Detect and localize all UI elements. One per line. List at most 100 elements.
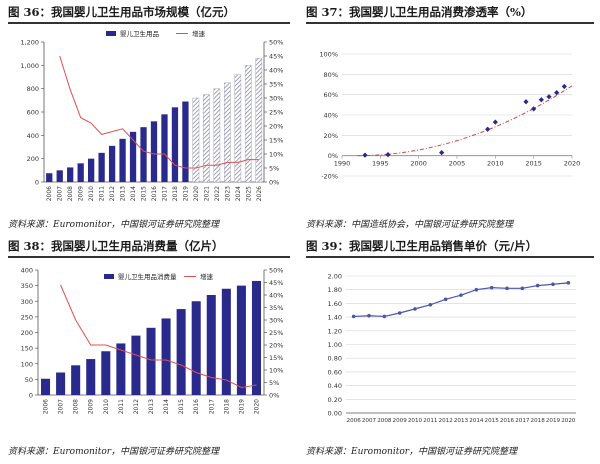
bar — [88, 158, 95, 182]
y-left-tick-label: 800 — [27, 85, 39, 93]
y-tick-label: 1.00 — [328, 341, 342, 349]
figure-36-source: 资料来源：Euromonitor，中国银河证券研究院整理 — [8, 220, 220, 230]
data-point — [538, 97, 544, 103]
figure-36-title: 图 36：我国婴儿卫生用品市场规模（亿元） — [8, 5, 236, 19]
data-point — [546, 94, 552, 100]
x-tick-label: 2007 — [362, 418, 377, 424]
x-tick-label: 2018 — [531, 418, 546, 424]
price-point — [505, 286, 509, 291]
data-point — [561, 83, 567, 90]
y-left-tick-label: 150 — [21, 345, 33, 353]
bar — [206, 295, 216, 395]
data-point — [523, 99, 529, 105]
legend-label-growth: 增速 — [200, 272, 214, 281]
x-tick-label: 2010 — [408, 418, 423, 424]
y-left-tick-label: 1,000 — [20, 62, 39, 70]
y-tick-label: 100% — [319, 51, 338, 59]
y-right-tick-label: 40% — [269, 67, 283, 75]
x-tick-label: 2010 — [103, 399, 110, 414]
market-size-chart: 0 200 400 600 800 1,000 1,200 0% 5% 10% 15% 20% 25% 3… — [20, 29, 283, 201]
y-right-tick-label: 5% — [269, 165, 279, 173]
y-right-tick-label: 15% — [269, 137, 283, 145]
x-tick-label: 1995 — [372, 160, 389, 168]
y-left-tick-label: 250 — [21, 313, 33, 321]
x-tick-label: 2015 — [178, 399, 185, 414]
y-right-tick-label: 50% — [269, 39, 283, 47]
price-line — [353, 282, 569, 318]
price-point — [535, 283, 540, 288]
data-point — [485, 126, 491, 132]
bar — [86, 359, 96, 395]
x-tick-label: 2010 — [487, 160, 504, 168]
figure-38-title-rule — [8, 256, 290, 258]
y-right-tick-label: 10% — [269, 151, 283, 159]
y-right-tick-label: 5% — [269, 379, 279, 387]
x-tick-label: 2007 — [57, 186, 64, 201]
penetration-rate-chart: -20% 0% 20% 40% 60% 80% 100% 1990 1995 2000 2005 20… — [319, 51, 581, 181]
x-tick-label: 2009 — [78, 186, 85, 201]
x-tick-label: 2011 — [99, 186, 106, 201]
x-tick-label: 2019 — [238, 399, 245, 414]
y-left-tick-label: 300 — [21, 298, 33, 306]
x-tick-label: 2018 — [223, 399, 230, 414]
y-right-tick-label: 45% — [269, 53, 283, 61]
bar — [191, 301, 201, 395]
bar — [150, 121, 158, 182]
legend-label-growth: 增速 — [192, 29, 206, 38]
bar — [56, 372, 66, 395]
x-tick-label: 2017 — [208, 399, 215, 414]
y-tick-label: 40% — [324, 112, 338, 120]
bar — [236, 285, 246, 395]
x-tick-label: 2008 — [377, 418, 392, 424]
bar — [101, 351, 111, 395]
x-tick-label: 2005 — [449, 160, 466, 168]
x-tick-label: 2016 — [151, 186, 158, 201]
y-right-tick-label: 30% — [269, 95, 283, 103]
x-tick-label: 2007 — [58, 399, 65, 414]
figure-36-title-rule — [8, 22, 290, 24]
x-tick-label: 2013 — [148, 399, 155, 414]
y-tick-label: 2.00 — [328, 273, 342, 281]
x-tick-label: 2006 — [46, 186, 53, 201]
y-right-tick-label: 25% — [269, 109, 283, 117]
y-tick-label: 1.20 — [328, 327, 342, 335]
forecast-bar — [244, 65, 252, 183]
x-tick-label: 2020 — [564, 160, 581, 168]
price-point — [566, 281, 571, 285]
forecast-bar — [255, 58, 263, 183]
x-tick-label: 2009 — [88, 399, 95, 414]
price-point — [397, 311, 402, 315]
x-tick-label: 2014 — [130, 186, 137, 201]
y-right-tick-label: 25% — [269, 329, 283, 337]
x-tick-label: 2021 — [203, 186, 210, 201]
y-tick-label: 0.60 — [328, 368, 342, 376]
figure-38-source: 资料来源：Euromonitor，中国银河证券研究院整理 — [8, 447, 220, 457]
x-tick-label: 2011 — [118, 399, 125, 414]
y-tick-label: 1.40 — [328, 314, 342, 322]
bar — [46, 173, 53, 182]
x-tick-label: 2006 — [347, 418, 362, 424]
bar — [129, 131, 137, 182]
x-tick-label: 2018 — [172, 186, 179, 201]
forecast-bar — [203, 94, 210, 183]
x-tick-label: 2019 — [182, 186, 189, 201]
forecast-bar — [234, 74, 242, 183]
y-left-tick-label: 0 — [35, 179, 39, 187]
figure-38-title: 图 38：我国婴儿卫生用品消费量（亿片） — [8, 239, 224, 253]
y-left-tick-label: 100 — [21, 360, 33, 368]
y-left-tick-label: 200 — [27, 155, 39, 163]
x-tick-label: 2015 — [485, 418, 500, 424]
x-tick-label: 2023 — [224, 186, 231, 201]
growth-line — [59, 55, 259, 169]
x-tick-label: 2000 — [410, 160, 427, 168]
bar — [116, 343, 126, 395]
x-tick-label: 2025 — [245, 186, 252, 201]
y-right-tick-label: 20% — [269, 123, 283, 131]
x-tick-label: 2019 — [546, 418, 561, 424]
y-right-tick-label: 40% — [269, 292, 283, 300]
bar — [176, 309, 186, 395]
y-left-tick-label: 200 — [21, 329, 33, 337]
bar — [71, 365, 81, 395]
x-tick-label: 2020 — [561, 418, 576, 424]
bar — [119, 138, 126, 182]
